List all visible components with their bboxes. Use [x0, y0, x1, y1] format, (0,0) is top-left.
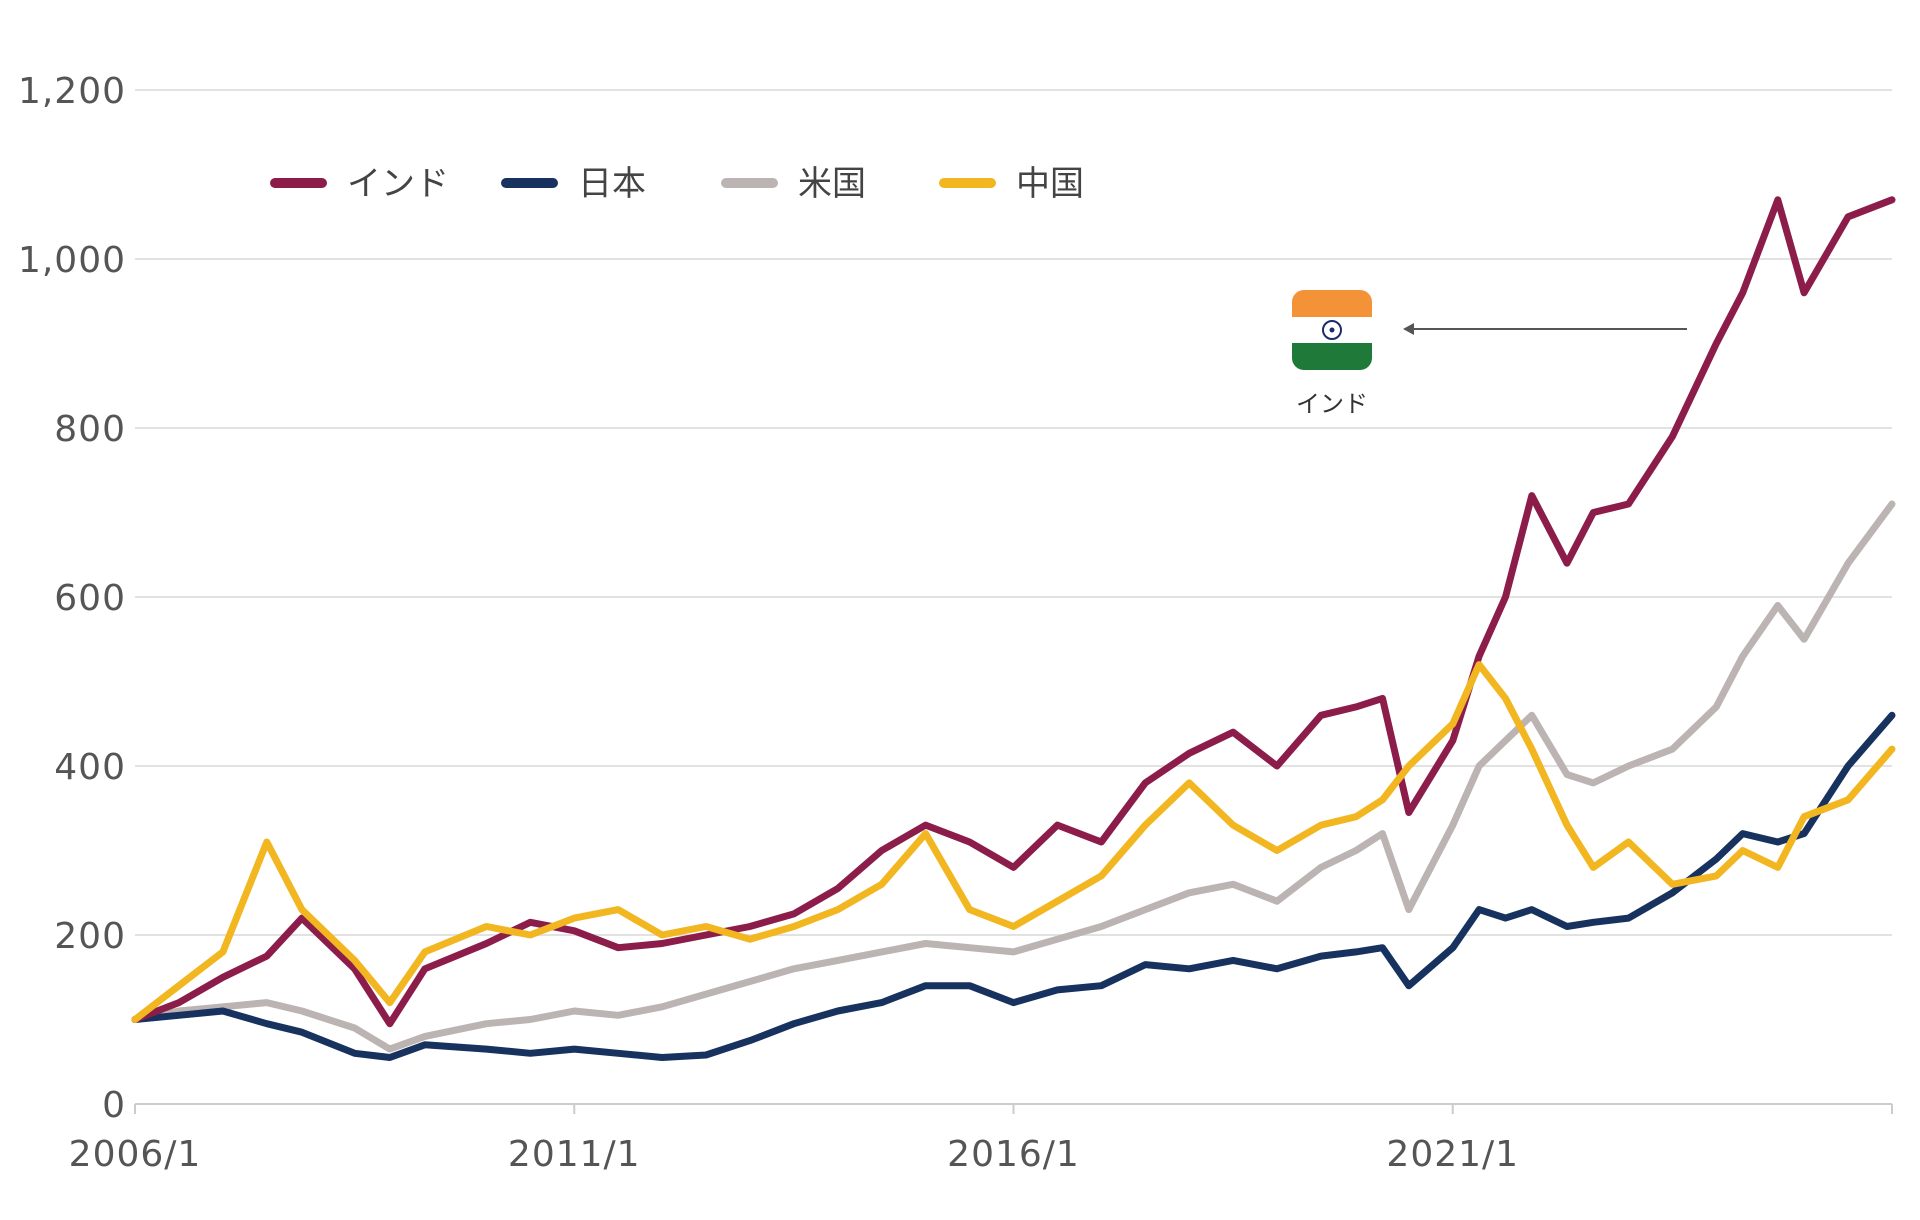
gridlines: [135, 89, 1892, 1105]
y-tick-label: 1,000: [18, 240, 126, 281]
series-line-0: [131, 196, 1896, 1028]
legend-label: 日本: [578, 164, 646, 204]
y-tick-label: 600: [54, 578, 126, 619]
series-lines: [131, 196, 1896, 1061]
legend-label: 中国: [1016, 164, 1084, 204]
y-tick-label: 400: [54, 747, 126, 788]
series-line-1: [131, 711, 1896, 1061]
y-axis-ticks: 0 200 400 600 800 1,000 1,200: [18, 71, 126, 1126]
y-tick-label: 800: [54, 409, 126, 450]
legend: インド 日本 米国 中国: [270, 164, 1084, 204]
x-tick-label: 2021/1: [1386, 1134, 1519, 1175]
y-tick-label: 1,200: [18, 71, 126, 112]
series-line-2: [131, 500, 1896, 1053]
y-tick-label: 200: [54, 916, 126, 957]
x-axis-ticks: 2006/1 2011/1 2016/1 2021/1: [69, 1104, 1893, 1175]
x-tick-label: 2011/1: [508, 1134, 641, 1175]
annotation-arrow: [1403, 323, 1687, 335]
y-tick-label: 0: [102, 1085, 126, 1126]
legend-label: インド: [347, 164, 449, 204]
india-annotation: インド: [1292, 290, 1687, 418]
india-annotation-label: インド: [1296, 390, 1368, 418]
legend-label: 米国: [798, 164, 866, 204]
x-tick-label: 2006/1: [69, 1134, 202, 1175]
x-tick-label: 2016/1: [947, 1134, 1080, 1175]
india-flag-icon: [1292, 290, 1372, 370]
series-line-3: [131, 661, 1896, 1023]
